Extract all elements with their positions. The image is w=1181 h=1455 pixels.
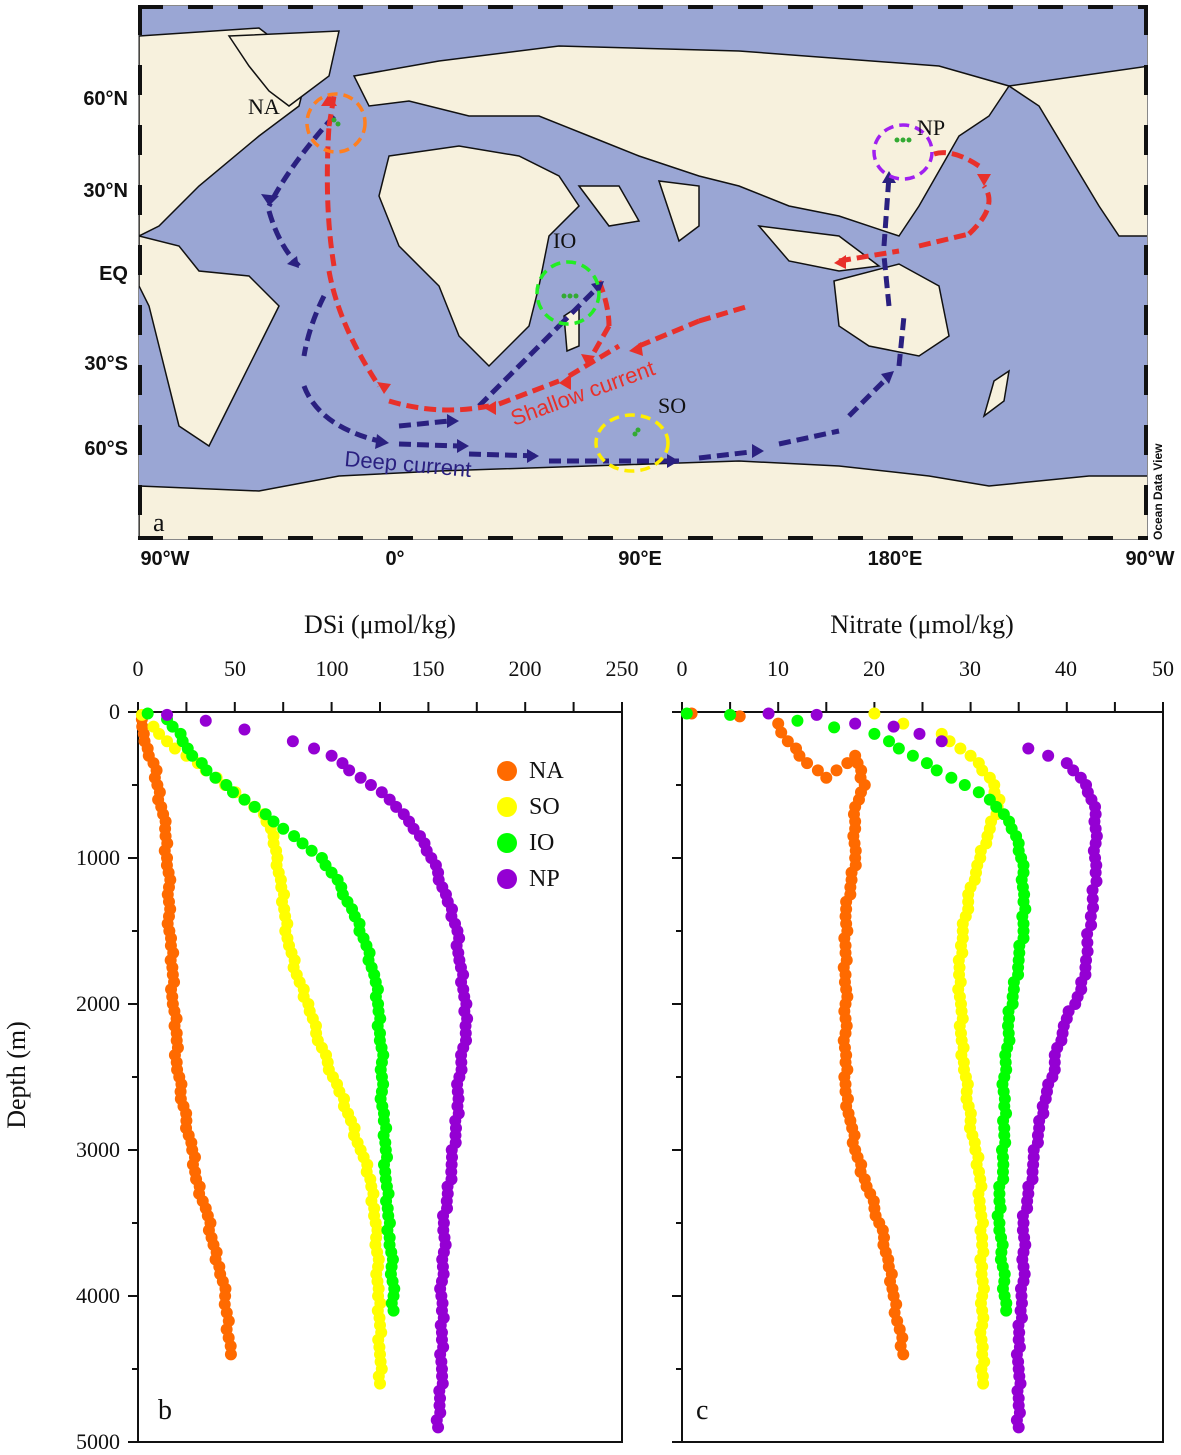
legend-item-np: NP [497, 861, 564, 897]
region-circle-np [872, 123, 934, 181]
panel-letter-c: c [696, 1395, 709, 1426]
nitrate-tick: 30 [959, 656, 981, 681]
dsi-tick: 250 [605, 656, 639, 681]
lat-label-30n: 30°N [83, 180, 128, 202]
legend-marker-so [497, 797, 517, 817]
legend-label-so: SO [529, 793, 560, 820]
series-na [135, 713, 237, 1361]
nitrate-tick: 50 [1152, 656, 1174, 681]
land-masses [139, 27, 1147, 539]
region-label-na: NA [248, 94, 280, 119]
study-regions [305, 92, 934, 473]
nitrate-tick: 40 [1055, 656, 1077, 681]
legend-label-io: IO [529, 829, 555, 856]
region-label-so: SO [658, 393, 687, 418]
series-np [762, 707, 1103, 1434]
legend-label-na: NA [529, 757, 564, 784]
region-label-io: IO [553, 228, 577, 253]
dsi-tick: 100 [315, 656, 349, 681]
legend-item-so: SO [497, 789, 564, 825]
region-circle-na [305, 92, 367, 154]
arrow-heads [261, 94, 991, 468]
depth-tick: 5000 [76, 1429, 120, 1454]
legend-marker-np [497, 869, 517, 889]
lon-label-180e: 180°E [867, 548, 923, 570]
nitrate-axis-title: Nitrate (μmol/kg) [830, 610, 1014, 639]
map-border-ticks [138, 5, 1148, 540]
map-canvas: Shallow current Deep current a [139, 27, 1147, 539]
lat-label-30s: 30°S [84, 353, 128, 375]
depth-tick: 3000 [76, 1137, 120, 1162]
legend: NA SO IO NP [497, 753, 564, 897]
depth-tick: 0 [109, 699, 120, 724]
series-np [161, 708, 474, 1434]
plot-axes-b [128, 702, 623, 1443]
series-io [141, 707, 401, 1317]
lat-label-60s: 60°S [84, 438, 128, 460]
legend-item-io: IO [497, 825, 564, 861]
nitrate-tick: 10 [767, 656, 789, 681]
depth-tick: 4000 [76, 1283, 120, 1308]
series-na [685, 707, 910, 1361]
dsi-tick: 0 [132, 656, 144, 681]
region-label-np: NP [917, 115, 946, 140]
lon-label-0: 0° [385, 548, 405, 570]
region-circle-so [594, 413, 670, 473]
nitrate-tick: 0 [676, 656, 688, 681]
dsi-tick: 50 [224, 656, 246, 681]
depth-tick: 1000 [76, 845, 120, 870]
plot-axes-c [672, 702, 1164, 1443]
station-markers [331, 117, 912, 437]
dsi-tick: 150 [411, 656, 445, 681]
legend-label-np: NP [529, 865, 560, 892]
depth-tick: 2000 [76, 991, 120, 1016]
region-circle-io [535, 260, 601, 326]
dsi-tick: 200 [508, 656, 542, 681]
lat-label-eq: EQ [99, 263, 128, 285]
world-map: Shallow current Deep current a [138, 5, 1148, 540]
series-so [135, 708, 388, 1390]
dsi-axis-title: DSi (μmol/kg) [304, 610, 456, 639]
legend-marker-io [497, 833, 517, 853]
deep-current-arrows [266, 114, 907, 464]
series-io [680, 707, 1032, 1317]
lat-label-60n: 60°N [83, 88, 128, 110]
panel-letter-b: b [158, 1395, 172, 1426]
nitrate-tick: 20 [863, 656, 885, 681]
lon-label-90w-left: 90°W [140, 548, 190, 570]
panel-letter-a: a [153, 508, 165, 537]
lon-label-90e: 90°E [618, 548, 662, 570]
legend-item-na: NA [497, 753, 564, 789]
depth-axis-title: Depth (m) [2, 1021, 31, 1129]
lon-label-90w-right: 90°W [1125, 548, 1175, 570]
legend-marker-na [497, 761, 517, 781]
